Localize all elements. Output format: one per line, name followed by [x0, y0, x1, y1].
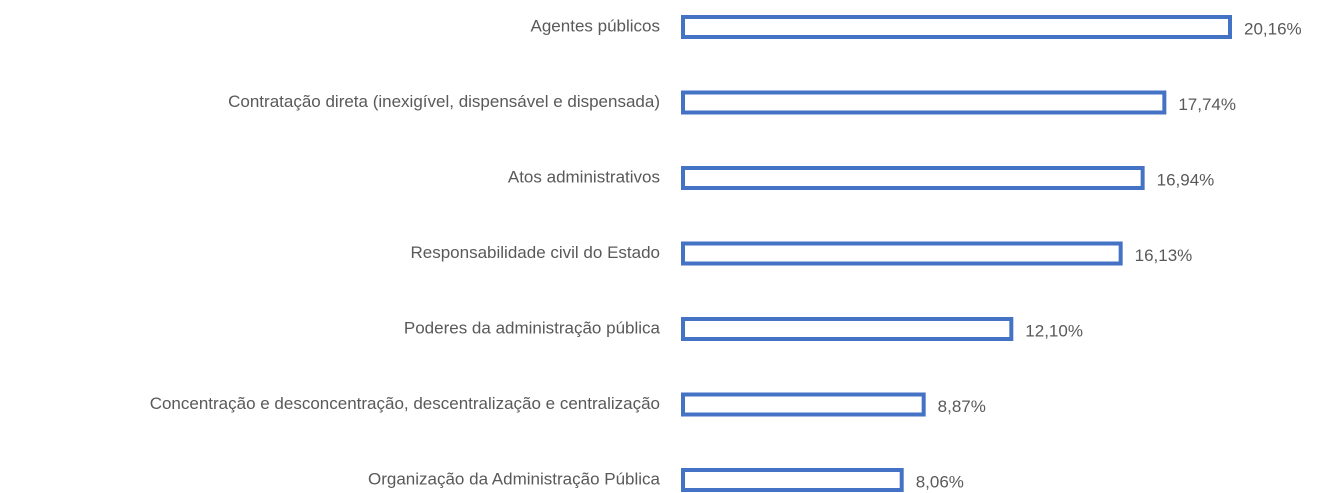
- bar: [681, 468, 904, 492]
- category-label: Responsabilidade civil do Estado: [411, 243, 661, 262]
- value-label: 8,06%: [916, 472, 964, 491]
- bar: [681, 241, 1123, 266]
- category-label: Atos administrativos: [508, 167, 660, 186]
- value-label: 16,94%: [1157, 170, 1215, 189]
- value-label: 12,10%: [1025, 321, 1083, 340]
- category-label: Contratação direta (inexigível, dispensá…: [228, 92, 660, 111]
- value-label: 8,87%: [938, 397, 986, 416]
- bar: [681, 166, 1145, 190]
- bar: [681, 15, 1232, 39]
- category-label: Agentes públicos: [531, 16, 660, 35]
- value-label: 20,16%: [1244, 19, 1302, 38]
- value-label: 17,74%: [1178, 95, 1236, 114]
- category-label: Concentração e desconcentração, descentr…: [150, 394, 660, 413]
- bar: [681, 90, 1167, 115]
- bar: [681, 317, 1014, 341]
- category-label: Organização da Administração Pública: [368, 469, 661, 488]
- value-label: 16,13%: [1135, 246, 1193, 265]
- bar: [681, 392, 926, 417]
- category-label: Poderes da administração pública: [404, 318, 661, 337]
